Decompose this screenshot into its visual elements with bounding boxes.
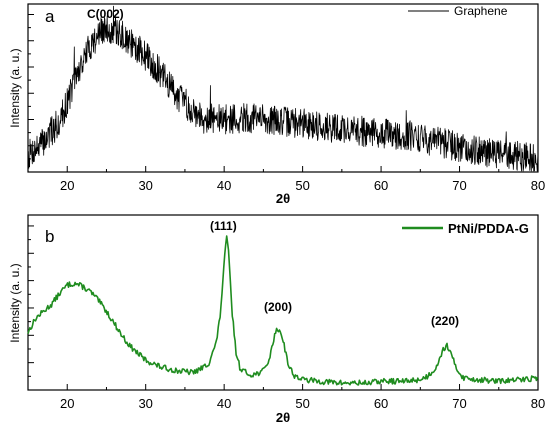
panel-b-legend: PtNi/PDDA-G bbox=[402, 221, 529, 236]
panel-a-peak-label-002: C(002) bbox=[87, 7, 124, 21]
panel-b-x-axis-title: 2θ bbox=[276, 410, 290, 425]
panel-b-plot-frame bbox=[27, 214, 539, 391]
panel-a-x-tick-label-60: 60 bbox=[374, 178, 388, 193]
panel-b-peak-label-111: (111) bbox=[210, 219, 237, 233]
panel-a: 20 30 40 50 60 70 80 a C(002) Graphene Intensi… bbox=[8, 3, 545, 206]
panel-b-x-tick-label-30: 30 bbox=[138, 396, 152, 411]
panel-b-series-line bbox=[27, 235, 539, 386]
panel-a-plot-frame bbox=[27, 3, 539, 173]
panel-a-legend-label: Graphene bbox=[454, 4, 508, 18]
panel-a-legend: Graphene bbox=[408, 4, 508, 18]
panel-a-y-ticks bbox=[28, 14, 34, 173]
panel-b-peak-label-200: (200) bbox=[264, 300, 292, 314]
panel-a-x-tick-label-20: 20 bbox=[60, 178, 74, 193]
panel-b-x-ticks: 20 30 40 50 60 70 80 bbox=[27, 384, 545, 411]
panel-b-x-tick-label-40: 40 bbox=[217, 396, 231, 411]
panel-b-letter: b bbox=[45, 227, 54, 246]
panel-a-series-line bbox=[27, 5, 539, 172]
panel-b-y-axis-title: Intensity (a. u.) bbox=[8, 263, 22, 342]
panel-a-letter: a bbox=[45, 7, 55, 26]
panel-b: 20 30 40 50 60 70 80 b (111) (200) (220) PtNi/… bbox=[8, 214, 545, 425]
panel-a-x-tick-label-70: 70 bbox=[452, 178, 466, 193]
panel-a-x-tick-label-40: 40 bbox=[217, 178, 231, 193]
panel-b-y-ticks bbox=[28, 225, 34, 391]
panel-b-x-tick-label-80: 80 bbox=[531, 396, 545, 411]
panel-b-x-tick-label-70: 70 bbox=[452, 396, 466, 411]
panel-a-x-tick-label-50: 50 bbox=[295, 178, 309, 193]
panel-b-x-tick-label-20: 20 bbox=[60, 396, 74, 411]
panel-a-y-axis-title: Intensity (a. u.) bbox=[8, 48, 22, 127]
panel-b-x-tick-label-60: 60 bbox=[374, 396, 388, 411]
panel-a-x-ticks: 20 30 40 50 60 70 80 bbox=[27, 166, 545, 193]
panel-a-x-tick-label-30: 30 bbox=[138, 178, 152, 193]
panel-b-peak-label-220: (220) bbox=[431, 314, 459, 328]
panel-b-legend-label: PtNi/PDDA-G bbox=[448, 221, 529, 236]
panel-a-x-axis-title: 2θ bbox=[276, 191, 290, 206]
panel-b-x-tick-label-50: 50 bbox=[295, 396, 309, 411]
panel-a-x-tick-label-80: 80 bbox=[531, 178, 545, 193]
